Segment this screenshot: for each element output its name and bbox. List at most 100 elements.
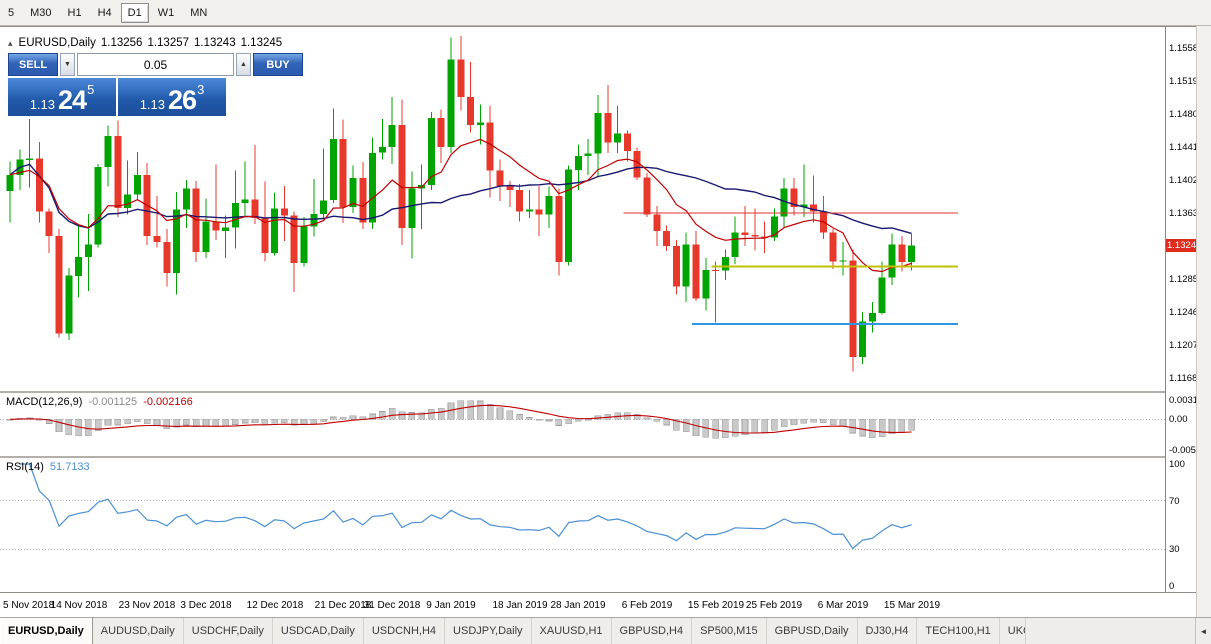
price-axis-label: 1.1168 <box>1169 373 1198 384</box>
price-axis-label: 1.1519 <box>1169 76 1199 87</box>
sell-price-pip-digit: 5 <box>87 82 95 97</box>
buy-price-display[interactable]: 1.13 26 3 <box>118 78 226 116</box>
buy-price-prefix: 1.13 <box>139 97 166 112</box>
rsi-header: RSI(14) 51.7133 <box>6 461 90 473</box>
time-axis-label: 15 Mar 2019 <box>883 600 941 611</box>
time-axis-label: 9 Jan 2019 <box>426 600 476 611</box>
chart-tab-audusd-daily[interactable]: AUDUSD,Daily <box>93 618 184 644</box>
chart-tabs-bar: EURUSD,Daily AUDUSD,Daily USDCHF,Daily USDC… <box>0 617 1211 644</box>
lot-size-input[interactable] <box>77 53 234 76</box>
rsi-axis-label: 70 <box>1169 496 1180 507</box>
timeframe-button-5[interactable]: 5 <box>1 3 21 23</box>
price-chart-pane: ▴ EURUSD,Daily 1.13256 1.13257 1.13243 1… <box>0 29 1165 391</box>
vertical-scrollbar[interactable] <box>1196 26 1211 617</box>
time-axis-label: 28 Jan 2019 <box>550 600 606 611</box>
macd-label: MACD(12,26,9) <box>6 396 83 408</box>
time-axis-label: 5 Nov 2018 <box>3 600 55 611</box>
chart-tab-tech100-h1[interactable]: TECH100,H1 <box>917 618 1000 644</box>
macd-axis-label: -0.005889 <box>1169 445 1211 456</box>
sell-price-display[interactable]: 1.13 24 5 <box>8 78 116 116</box>
macd-header: MACD(12,26,9) -0.001125 -0.002166 <box>6 396 193 408</box>
chart-symbol-label: EURUSD,Daily <box>18 37 96 49</box>
chart-tab-sp500-m15[interactable]: SP500,M15 <box>692 618 767 644</box>
time-axis-label: 18 Jan 2019 <box>492 600 548 611</box>
lot-decrease-button[interactable]: ▼ <box>60 53 75 76</box>
time-axis[interactable]: 5 Nov 2018 14 Nov 2018 23 Nov 2018 3 Dec 20… <box>0 592 1196 618</box>
macd-canvas[interactable] <box>0 393 1165 456</box>
chart-tab-ukc[interactable]: UKC <box>1000 618 1026 644</box>
time-axis-label: 15 Feb 2019 <box>687 600 745 611</box>
timeframe-toolbar: 5 M30 H1 H4 D1 W1 MN <box>0 0 1211 26</box>
current-price-tag: 1.13245 <box>1166 239 1202 252</box>
timeframe-button-mn[interactable]: MN <box>183 3 214 23</box>
time-axis-label: 12 Dec 2018 <box>246 600 304 611</box>
macd-axis-label: 0.00 <box>1169 414 1188 425</box>
macd-indicator-pane: MACD(12,26,9) -0.001125 -0.002166 <box>0 393 1165 456</box>
chart-tab-usdcnh-h4[interactable]: USDCNH,H4 <box>364 618 446 644</box>
rsi-indicator-pane: RSI(14) 51.7133 <box>0 458 1165 592</box>
rsi-value: 51.7133 <box>49 461 90 473</box>
buy-button[interactable]: BUY <box>253 53 303 76</box>
macd-value: -0.001125 <box>88 396 138 408</box>
price-axis[interactable]: 1.1558 1.1519 1.1480 1.1441 1.1402 1.1363 1.13… <box>1165 27 1211 592</box>
chart-tab-xauusd-h1[interactable]: XAUUSD,H1 <box>532 618 612 644</box>
price-axis-label: 1.1558 <box>1169 43 1199 54</box>
rsi-canvas[interactable] <box>0 458 1165 592</box>
price-axis-label: 1.1402 <box>1169 175 1199 186</box>
pane-separator[interactable] <box>0 456 1196 458</box>
ohlc-close: 1.13245 <box>240 37 283 49</box>
sell-button[interactable]: SELL <box>8 53 58 76</box>
time-axis-label: 23 Nov 2018 <box>118 600 176 611</box>
sell-price-prefix: 1.13 <box>29 97 56 112</box>
ohlc-low: 1.13243 <box>194 37 236 49</box>
chart-tab-eurusd-daily[interactable]: EURUSD,Daily <box>0 618 93 644</box>
rsi-axis-label: 0 <box>1169 581 1175 592</box>
chart-tab-dj30-h4[interactable]: DJ30,H4 <box>858 618 918 644</box>
trade-panel-controls: SELL ▼ ▲ BUY <box>8 53 303 76</box>
time-axis-label: 6 Feb 2019 <box>621 600 673 611</box>
ohlc-open: 1.13256 <box>100 37 143 49</box>
timeframe-button-h1[interactable]: H1 <box>61 3 89 23</box>
tab-scroll-left-button[interactable]: ◄ <box>1195 618 1211 644</box>
time-axis-label: 14 Nov 2018 <box>50 600 108 611</box>
down-arrow-icon: ▼ <box>64 61 71 68</box>
chart-tab-usdchf-daily[interactable]: USDCHF,Daily <box>184 618 273 644</box>
trade-panel-prices: 1.13 24 5 1.13 26 3 <box>8 78 226 116</box>
pane-separator[interactable] <box>0 391 1196 393</box>
time-axis-label: 21 Dec 2018 <box>314 600 372 611</box>
chart-tab-gbpusd-daily[interactable]: GBPUSD,Daily <box>767 618 858 644</box>
price-axis-label: 1.1441 <box>1169 142 1199 153</box>
timeframe-button-d1[interactable]: D1 <box>120 2 149 23</box>
macd-axis-label: 0.003188 <box>1169 395 1209 406</box>
chart-tab-usdcad-daily[interactable]: USDCAD,Daily <box>273 618 364 644</box>
rsi-label: RSI(14) <box>6 461 44 473</box>
timeframe-button-m30[interactable]: M30 <box>23 3 58 23</box>
sell-price-big-digits: 24 <box>58 85 87 115</box>
tab-scroll-left-icon: ◄ <box>1199 626 1208 636</box>
buy-price-big-digits: 26 <box>168 85 197 115</box>
chart-tab-gbpusd-h4[interactable]: GBPUSD,H4 <box>612 618 693 644</box>
time-axis-label: 31 Dec 2018 <box>363 600 421 611</box>
price-axis-label: 1.1363 <box>1169 208 1199 219</box>
chart-tab-usdjpy-daily[interactable]: USDJPY,Daily <box>445 618 532 644</box>
lot-increase-button[interactable]: ▲ <box>236 53 251 76</box>
up-arrow-icon: ▲ <box>240 61 247 68</box>
macd-signal-value: -0.002166 <box>143 396 193 408</box>
timeframe-button-w1[interactable]: W1 <box>151 3 182 23</box>
time-axis-label: 25 Feb 2019 <box>745 600 803 611</box>
buy-price-pip-digit: 3 <box>197 82 205 97</box>
chart-ohlc-header: ▴ EURUSD,Daily 1.13256 1.13257 1.13243 1… <box>8 37 282 49</box>
price-axis-label: 1.1246 <box>1169 307 1199 318</box>
one-click-collapse-icon[interactable]: ▴ <box>8 37 13 48</box>
price-axis-label: 1.1480 <box>1169 109 1199 120</box>
price-chart-canvas[interactable] <box>0 29 1165 391</box>
rsi-axis-label: 30 <box>1169 544 1180 555</box>
timeframe-button-h4[interactable]: H4 <box>91 3 119 23</box>
one-click-trading-panel: SELL ▼ ▲ BUY 1.13 24 5 1.13 26 3 <box>8 53 303 116</box>
time-axis-label: 6 Mar 2019 <box>817 600 869 611</box>
time-axis-label: 3 Dec 2018 <box>180 600 232 611</box>
price-axis-label: 1.1207 <box>1169 340 1199 351</box>
price-axis-label: 1.1285 <box>1169 274 1199 285</box>
ohlc-high: 1.13257 <box>147 37 190 49</box>
